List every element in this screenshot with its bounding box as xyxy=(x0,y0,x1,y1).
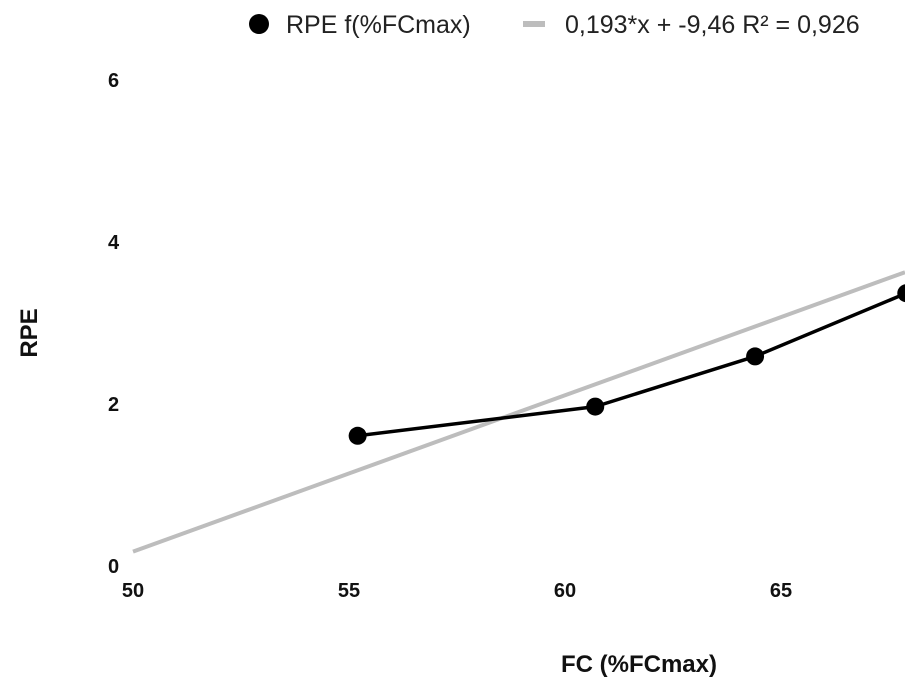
x-tick-label-60: 60 xyxy=(554,580,576,602)
legend-label-trendline: 0,193*x + -9,46 R² = 0,926 xyxy=(565,11,860,39)
x-axis: 50 55 60 65 FC (%FCmax) xyxy=(122,580,792,678)
legend: RPE f(%FCmax) 0,193*x + -9,46 R² = 0,926 xyxy=(249,11,860,39)
data-point-0 xyxy=(348,426,367,445)
y-axis: 0 2 4 6 RPE xyxy=(16,70,120,578)
series-line-0 xyxy=(357,291,905,438)
plot-area xyxy=(132,270,905,554)
y-tick-label-2: 2 xyxy=(108,394,119,416)
trendline xyxy=(132,270,905,554)
x-axis-title: FC (%FCmax) xyxy=(561,651,717,678)
y-tick-label-0: 0 xyxy=(108,556,119,578)
x-tick-label-55: 55 xyxy=(338,580,360,602)
data-point-2 xyxy=(746,347,765,366)
legend-label-rpe: RPE f(%FCmax) xyxy=(286,11,471,39)
data-point-1 xyxy=(586,397,605,416)
y-tick-label-4: 4 xyxy=(108,232,120,254)
legend-marker-rpe xyxy=(249,14,269,34)
data-point-3 xyxy=(897,284,905,303)
x-tick-label-50: 50 xyxy=(122,580,144,602)
y-tick-label-6: 6 xyxy=(108,70,119,92)
x-tick-label-65: 65 xyxy=(770,580,792,602)
legend-marker-trendline xyxy=(523,21,545,27)
y-axis-title: RPE xyxy=(16,308,43,357)
